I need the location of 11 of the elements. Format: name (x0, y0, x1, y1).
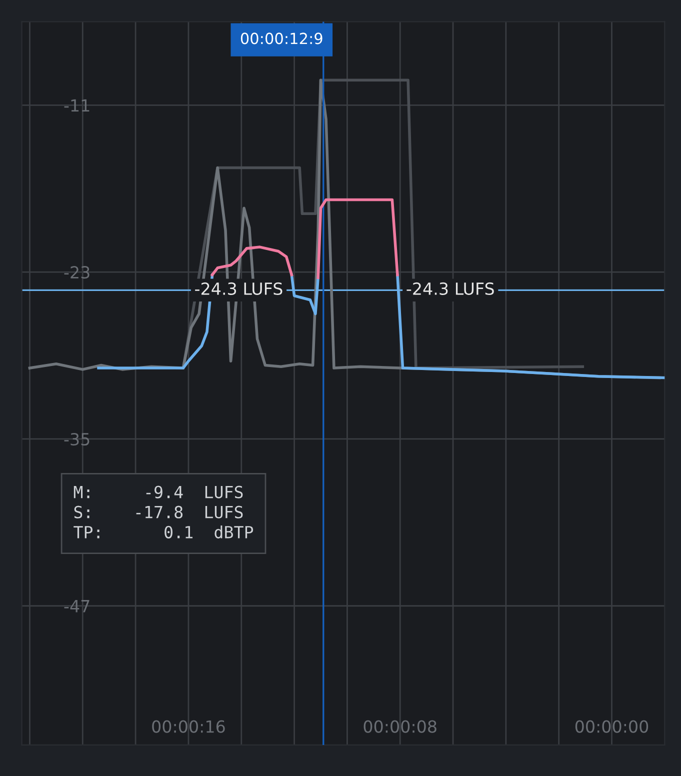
annotation: M: -9.4 LUFS S: -17.8 LUFS TP: 0.1 dBTP (74, 486, 254, 538)
y-tick-label: -47 (64, 600, 90, 612)
x-tick-label: 00:00:00 (575, 720, 648, 733)
y-tick-label: -23 (64, 266, 90, 279)
annotation: -24.3 LUFS (195, 282, 282, 295)
y-tick-label: -11 (64, 99, 90, 112)
annotation: -24.3 LUFS (406, 282, 494, 295)
x-tick-label: 00:00:16 (152, 720, 225, 733)
annotation: 00:00:12:9 (240, 32, 322, 44)
x-tick-label: 00:00:08 (364, 720, 436, 733)
y-tick-label: -35 (64, 432, 90, 446)
